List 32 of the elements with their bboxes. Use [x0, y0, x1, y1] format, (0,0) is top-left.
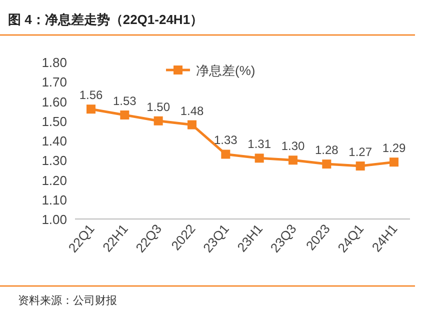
point: [288, 156, 298, 165]
y-tick-label: 1.30: [42, 153, 67, 168]
y-tick-label: 1.80: [42, 55, 67, 70]
point: [86, 104, 96, 114]
y-tick-label: 1.10: [42, 192, 67, 208]
point: [188, 120, 196, 130]
y-tick-label: 1.20: [42, 172, 67, 188]
data-label: 1.48: [180, 104, 204, 118]
y-tick-label: 1.00: [42, 212, 67, 227]
y-tick-label: 1.60: [42, 94, 67, 110]
data-label: 1.53: [112, 94, 137, 108]
point: [390, 158, 398, 167]
point: [322, 160, 332, 169]
legend-label: 净息差(%): [196, 63, 256, 78]
point: [254, 154, 264, 163]
point: [120, 110, 130, 120]
data-label: 1.33: [214, 133, 238, 148]
y-tick-label: 1.40: [42, 134, 67, 148]
data-label: 1.28: [314, 143, 339, 158]
chart-title: 图 4：净息差走势（22Q1-24H1）: [8, 12, 204, 27]
data-label: 1.56: [79, 88, 103, 102]
data-label: 1.31: [248, 137, 272, 152]
data-label: 1.30: [281, 139, 305, 154]
data-label: 1.29: [382, 141, 406, 156]
point: [221, 150, 230, 159]
data-label: 1.50: [146, 100, 170, 114]
point: [356, 162, 365, 171]
y-tick-label: 1.70: [42, 74, 67, 90]
point: [154, 116, 163, 126]
data-label: 1.27: [348, 145, 372, 160]
y-tick-label: 1.50: [42, 114, 67, 129]
text: 资料来源：公司财报: [18, 294, 117, 307]
